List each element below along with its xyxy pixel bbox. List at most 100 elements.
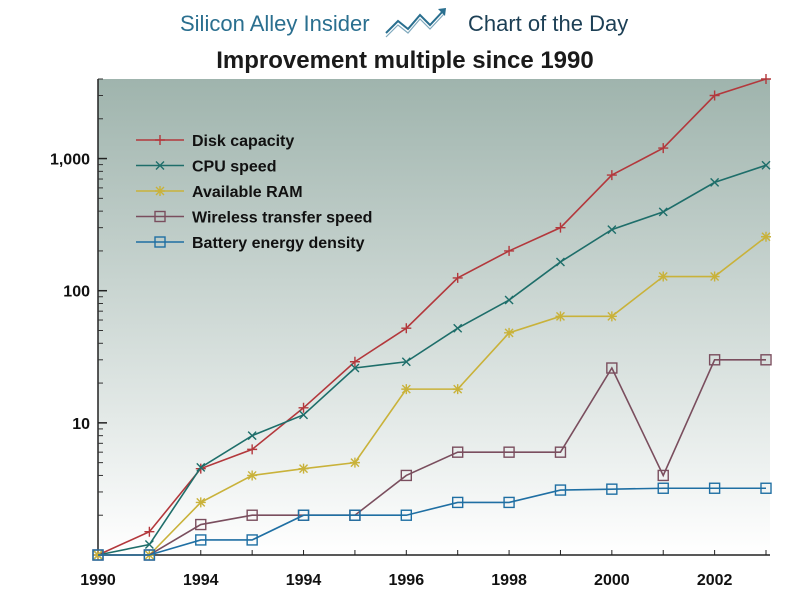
data-point — [195, 518, 207, 531]
data-point — [657, 482, 669, 494]
chart-of-the-day-label: Chart of the Day — [468, 11, 628, 36]
data-point — [606, 483, 618, 495]
chart-title: Improvement multiple since 1990 — [216, 47, 593, 74]
data-point — [401, 323, 412, 334]
data-point — [658, 271, 669, 282]
data-point — [349, 356, 360, 367]
data-point — [92, 549, 104, 561]
y-tick-label: 100 — [63, 284, 90, 301]
data-point — [451, 496, 464, 509]
x-tick-label: 1994 — [183, 572, 219, 589]
data-point — [708, 482, 721, 494]
y-tick-label: 1,000 — [50, 152, 90, 169]
data-point — [400, 469, 413, 482]
data-point — [143, 549, 156, 561]
legend-marker — [154, 236, 166, 248]
data-point — [401, 357, 411, 367]
x-tick-label: 2000 — [594, 572, 630, 589]
plot-area — [98, 79, 770, 555]
data-point — [451, 446, 464, 458]
data-point — [554, 484, 567, 496]
data-point — [144, 526, 155, 537]
series-1 — [93, 160, 771, 560]
data-point — [452, 272, 463, 283]
data-point — [555, 222, 566, 233]
y-minor-ticks — [98, 78, 103, 516]
header: Silicon Alley Insider Chart of the Day — [180, 8, 628, 38]
x-tick-label: 1994 — [286, 572, 322, 589]
data-point — [760, 354, 772, 366]
series-line — [98, 359, 766, 556]
data-point — [298, 463, 309, 474]
x-tick-label: 1990 — [80, 572, 116, 589]
data-point — [400, 509, 413, 521]
data-point — [299, 410, 309, 420]
data-point — [555, 311, 566, 322]
data-point — [503, 446, 515, 458]
data-point — [709, 90, 720, 101]
data-point — [298, 402, 309, 413]
data-point — [401, 384, 412, 395]
data-point — [349, 457, 360, 468]
data-point — [349, 509, 361, 521]
legend-label: Available RAM — [192, 184, 303, 201]
x-tick-label: 1998 — [491, 572, 527, 589]
data-point — [606, 362, 618, 374]
data-point — [196, 462, 206, 472]
legend-item: Available RAM — [136, 184, 303, 201]
data-point — [760, 482, 772, 494]
data-point — [607, 225, 617, 235]
legend-marker — [155, 161, 165, 170]
series-4 — [92, 482, 772, 561]
data-point — [503, 496, 515, 509]
legend-marker — [154, 210, 166, 223]
data-point — [761, 231, 771, 242]
series-line — [97, 164, 767, 556]
series-line — [97, 78, 767, 556]
data-point — [297, 509, 310, 521]
data-point — [657, 469, 669, 482]
y-tick-label: 10 — [72, 416, 90, 433]
data-point — [195, 497, 206, 508]
data-point — [658, 143, 669, 154]
legend-label: CPU speed — [192, 159, 276, 176]
data-point — [504, 295, 514, 305]
data-point — [710, 177, 720, 187]
data-point — [554, 446, 567, 458]
data-point — [195, 534, 207, 546]
data-point — [504, 245, 515, 256]
series-0 — [93, 74, 771, 560]
data-point — [606, 311, 617, 322]
series-line — [98, 487, 766, 556]
y-ticks: 10 100 1,000 — [50, 152, 107, 433]
legend-item: Wireless transfer speed — [136, 210, 372, 227]
data-point — [606, 170, 617, 181]
trend-arrow-icon — [385, 8, 446, 38]
data-point — [761, 160, 771, 170]
data-point — [246, 509, 258, 521]
legend-item: Battery energy density — [136, 235, 365, 252]
data-point — [247, 470, 258, 481]
legend-item: Disk capacity — [136, 133, 294, 150]
data-point — [709, 271, 720, 282]
data-point — [452, 384, 463, 395]
series-3 — [92, 354, 772, 561]
series-group — [92, 74, 772, 561]
legend: Disk capacity CPU speed Available RAM Wirel… — [136, 133, 372, 252]
data-point — [658, 207, 668, 217]
data-point — [453, 323, 463, 333]
x-ticks: 1990 1994 1994 1996 1998 2000 2002 — [80, 550, 767, 589]
data-point — [555, 257, 565, 267]
series-line — [98, 236, 767, 556]
data-point — [247, 444, 258, 455]
x-tick-label: 2002 — [697, 572, 733, 589]
x-tick-label: 1996 — [389, 572, 425, 589]
data-point — [144, 540, 154, 550]
legend-label: Wireless transfer speed — [192, 210, 372, 227]
data-point — [761, 74, 771, 84]
data-point — [708, 354, 721, 366]
data-point — [246, 534, 258, 546]
legend-item: CPU speed — [136, 159, 276, 176]
legend-marker — [155, 186, 165, 196]
